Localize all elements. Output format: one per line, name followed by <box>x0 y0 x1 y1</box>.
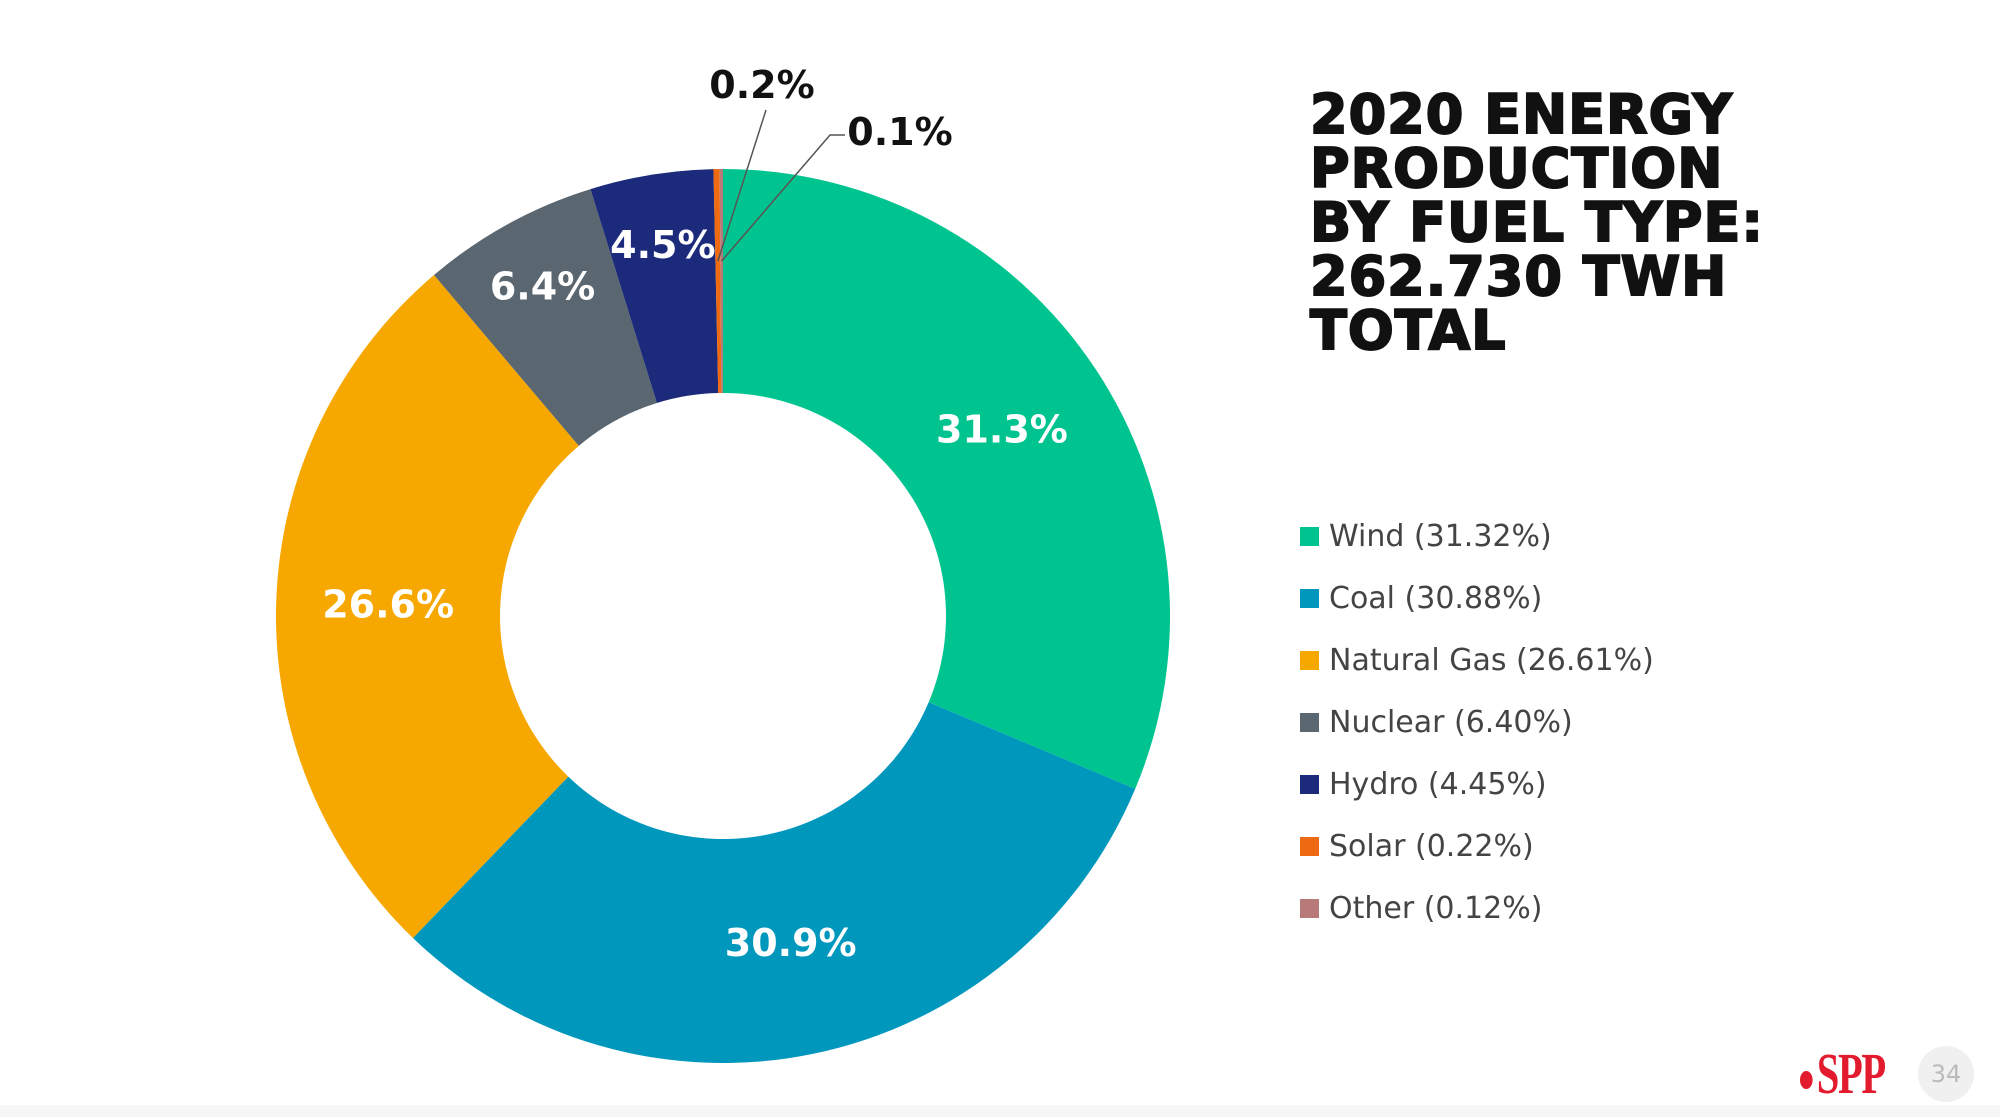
legend-label: Coal (30.88%) <box>1329 580 1543 616</box>
legend-label: Hydro (4.45%) <box>1329 766 1547 802</box>
donut-slice-nuclear <box>433 189 657 446</box>
data-label: 31.3% <box>936 407 1068 451</box>
data-label: 0.2% <box>709 63 814 107</box>
legend-swatch <box>1300 650 1319 670</box>
chart-title-line: 2020 ENERGY <box>1309 83 1733 146</box>
donut-slice-coal <box>412 702 1136 1063</box>
logo-mark-icon <box>1800 1070 1813 1089</box>
donut-slice-natural-gas <box>276 275 579 938</box>
logo-text: SPP <box>1816 1041 1886 1106</box>
legend-item: Natural Gas (26.61%) <box>1300 629 1654 691</box>
legend-label: Wind (31.32%) <box>1329 518 1552 554</box>
chart-title-line: BY FUEL TYPE: <box>1309 191 1764 254</box>
chart-title: 2020 ENERGY PRODUCTION BY FUEL TYPE: 262… <box>1309 83 1764 362</box>
legend-swatch <box>1300 526 1319 546</box>
legend-item: Nuclear (6.40%) <box>1300 691 1654 753</box>
donut-chart: 31.3% 30.9% 26.6% 6.4% 4.5% 0.2% 0.1% <box>276 63 1170 1063</box>
donut-slice-wind <box>723 169 1170 789</box>
data-label: 6.4% <box>490 264 595 308</box>
donut-slice-hydro <box>590 169 719 404</box>
legend-item: Wind (31.32%) <box>1300 505 1654 567</box>
legend-item: Coal (30.88%) <box>1300 567 1654 629</box>
legend-swatch <box>1300 836 1319 856</box>
data-label: 30.9% <box>725 921 857 965</box>
leader-line <box>721 134 845 262</box>
legend-item: Solar (0.22%) <box>1300 815 1654 877</box>
chart-title-line: TOTAL <box>1309 299 1507 362</box>
legend-label: Natural Gas (26.61%) <box>1329 642 1654 678</box>
legend-swatch <box>1300 712 1319 732</box>
chart-legend: Wind (31.32%) Coal (30.88%) Natural Gas (2… <box>1300 505 1654 939</box>
page-number: 34 <box>1918 1046 1974 1102</box>
legend-item: Hydro (4.45%) <box>1300 753 1654 815</box>
leader-line <box>717 109 767 262</box>
legend-label: Solar (0.22%) <box>1329 828 1534 864</box>
chart-title-line: PRODUCTION <box>1309 137 1724 200</box>
legend-item: Other (0.12%) <box>1300 877 1654 939</box>
data-label: 0.1% <box>847 110 952 154</box>
legend-swatch <box>1300 898 1319 918</box>
bottom-bar <box>0 1105 2000 1117</box>
legend-swatch <box>1300 588 1319 608</box>
legend-swatch <box>1300 774 1319 794</box>
data-label: 4.5% <box>610 223 715 267</box>
donut-slice-solar <box>713 169 722 394</box>
legend-label: Other (0.12%) <box>1329 890 1543 926</box>
donut-slice-other <box>719 169 723 394</box>
chart-title-line: 262.730 TWH <box>1309 245 1728 308</box>
data-label: 26.6% <box>322 582 454 626</box>
legend-label: Nuclear (6.40%) <box>1329 704 1573 740</box>
spp-logo: SPP <box>1800 1040 1886 1107</box>
